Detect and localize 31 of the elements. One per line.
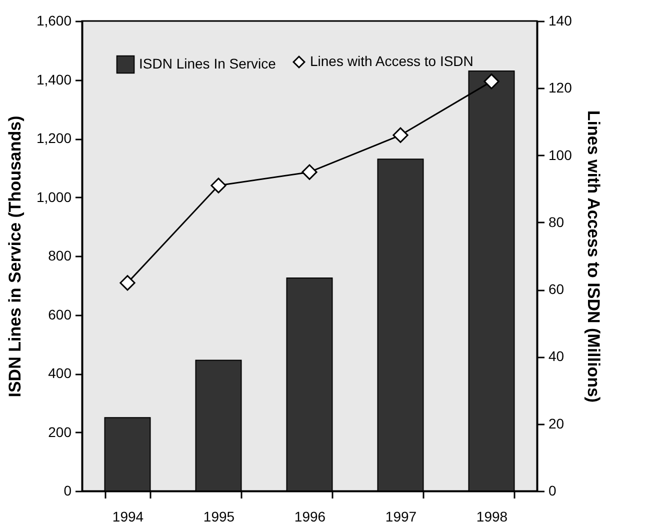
y-tick-label: 1,600: [36, 12, 72, 28]
x-tick-label: 1994: [112, 508, 144, 524]
legend-label: Lines with Access to ISDN: [310, 53, 474, 69]
legend-label: ISDN Lines In Service: [139, 56, 276, 72]
point: [210, 178, 226, 194]
y2-axis-title: Lines with Access to ISDN (Millions): [584, 110, 603, 403]
y-tick-label: 1,400: [36, 71, 72, 88]
x-tick-label: 1996: [294, 508, 326, 524]
y-tick-label: 600: [48, 306, 72, 322]
y2-tick-label: 80: [548, 214, 564, 230]
y2-tick-label: 100: [548, 146, 572, 163]
y2-tick-label: 40: [548, 348, 564, 364]
point: [484, 74, 500, 90]
y2-tick-label: 60: [548, 281, 564, 298]
x-tick-label: 1997: [385, 508, 417, 524]
y2-tick-label: 140: [548, 12, 572, 28]
point: [392, 127, 408, 143]
point: [120, 275, 136, 291]
y-tick-label: 0: [64, 482, 72, 498]
x-tick-label: 1995: [203, 508, 235, 524]
y2-tick-label: 20: [548, 415, 564, 432]
y2-tick-label: 120: [548, 80, 572, 96]
y-tick-label: 1,200: [36, 130, 72, 146]
y2-tick-label: 0: [548, 482, 556, 498]
x-tick-label: 1998: [476, 508, 508, 524]
y-tick-label: 200: [48, 424, 72, 440]
y-tick-label: 800: [48, 248, 72, 264]
y-tick-label: 400: [48, 365, 72, 381]
point: [302, 164, 318, 180]
y-axis-title: ISDN Lines in Service (Thousands): [5, 116, 24, 398]
y-tick-label: 1,000: [36, 188, 72, 205]
